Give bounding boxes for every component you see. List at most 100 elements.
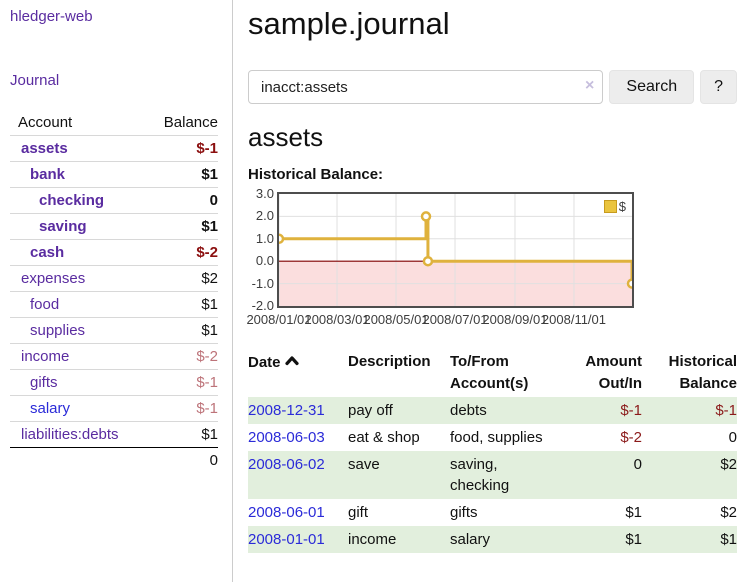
- transaction-accounts: food, supplies: [450, 429, 543, 446]
- transaction-balance: $2: [642, 451, 737, 499]
- account-row: food $1: [10, 291, 218, 318]
- y-axis-tick-label: 1.0: [255, 230, 274, 246]
- help-button[interactable]: ?: [700, 70, 737, 104]
- x-axis-tick-label: 2008/03/01: [304, 312, 370, 327]
- account-link[interactable]: supplies: [30, 322, 86, 339]
- account-row: income $-2: [10, 343, 218, 370]
- legend-label: $: [618, 199, 626, 214]
- account-row: checking 0: [10, 187, 218, 214]
- legend-swatch-icon: [603, 200, 617, 213]
- app-title-link[interactable]: hledger-web: [10, 8, 93, 25]
- transaction-balance: $1: [642, 526, 737, 553]
- account-link[interactable]: cash: [30, 244, 65, 261]
- description-column-header: Description: [348, 353, 431, 370]
- account-link[interactable]: income: [21, 348, 70, 365]
- transaction-date-link[interactable]: 2008-06-02: [248, 456, 325, 473]
- account-row: supplies $1: [10, 317, 218, 344]
- account-row: gifts $-1: [10, 369, 218, 396]
- chart-legend: $: [601, 198, 628, 215]
- account-row: expenses $2: [10, 265, 218, 292]
- search-input[interactable]: [248, 70, 604, 104]
- transaction-amount: $1: [625, 504, 642, 521]
- historical-balance-chart: $ 3.0 2.0 1.0 0.0 -1.0 -2.0 2008/01/01 2008/03/…: [246, 187, 737, 332]
- account-link[interactable]: salary: [30, 400, 71, 417]
- account-link[interactable]: checking: [39, 192, 105, 209]
- transaction-amount: 0: [562, 451, 642, 499]
- search-bar: × Search ?: [248, 70, 737, 104]
- account-heading: assets: [248, 122, 324, 152]
- transaction-description: save: [348, 451, 450, 499]
- account-balance: $1: [201, 296, 218, 313]
- account-link[interactable]: expenses: [21, 270, 86, 287]
- account-balance: $1: [201, 426, 218, 443]
- transaction-amount: $-2: [620, 429, 642, 446]
- y-axis-tick-label: 3.0: [255, 186, 274, 201]
- total-balance: 0: [209, 452, 218, 469]
- account-column-header: Account: [18, 114, 73, 131]
- x-axis-tick-label: 2008/11/01: [541, 312, 607, 327]
- transaction-accounts: gifts: [450, 504, 478, 521]
- page-title: sample.journal: [248, 6, 450, 41]
- transaction-date-link[interactable]: 2008-06-01: [248, 504, 325, 521]
- account-row: saving $1: [10, 213, 218, 240]
- transactions-header-row: Date Description To/From Account(s) Amoun…: [248, 349, 737, 397]
- sidebar: hledger-web Journal Account Balance asse…: [0, 0, 233, 582]
- search-button[interactable]: Search: [609, 70, 695, 104]
- transaction-row: 2008-06-02 save saving, checking 0 $2: [248, 451, 737, 499]
- sort-ascending-icon: [284, 351, 299, 373]
- account-balance: $-1: [196, 374, 218, 391]
- account-row: liabilities:debts $1: [10, 421, 218, 448]
- accounts-column-header: To/From Account(s): [450, 353, 529, 392]
- x-axis-tick-label: 2008/01/01: [246, 312, 312, 327]
- sidebar-item-journal[interactable]: Journal: [10, 72, 60, 89]
- transactions-table: Date Description To/From Account(s) Amoun…: [248, 349, 737, 553]
- date-column-header[interactable]: Date: [248, 349, 348, 397]
- account-link[interactable]: gifts: [30, 374, 58, 391]
- account-row: bank $1: [10, 161, 218, 188]
- transaction-accounts: saving, checking: [450, 451, 562, 499]
- y-axis-tick-label: 2.0: [255, 208, 274, 224]
- account-table-header: Account Balance: [10, 110, 218, 136]
- balance-column-header: Historical Balance: [668, 353, 737, 392]
- account-balance: $2: [201, 270, 218, 287]
- transaction-description: income: [348, 526, 450, 553]
- y-axis-tick-label: -2.0: [251, 298, 274, 313]
- main-content: sample.journal × Search ? assets Histori…: [246, 0, 737, 553]
- y-axis-tick-label: -1.0: [251, 275, 274, 291]
- x-axis-tick-label: 2008/07/01: [422, 312, 488, 327]
- account-balance: $1: [201, 322, 218, 339]
- account-row: salary $-1: [10, 395, 218, 422]
- chart-plot-area[interactable]: $: [277, 192, 634, 308]
- account-balance: $-2: [196, 244, 218, 261]
- transaction-balance: 0: [728, 429, 737, 446]
- account-row: assets $-1: [10, 135, 218, 162]
- account-link[interactable]: assets: [21, 140, 68, 157]
- account-link[interactable]: liabilities:debts: [21, 426, 119, 443]
- transaction-date-link[interactable]: 2008-01-01: [248, 531, 325, 548]
- account-balance: $-2: [196, 348, 218, 365]
- transaction-row: 2008-06-01 gift gifts $1 $2: [248, 499, 737, 526]
- transaction-row: 2008-12-31 pay off debts $-1 $-1: [248, 397, 737, 424]
- transaction-date-link[interactable]: 2008-12-31: [248, 402, 325, 419]
- transaction-description: gift: [348, 504, 369, 521]
- clear-search-icon[interactable]: ×: [585, 77, 595, 94]
- x-axis-tick-label: 2008/05/01: [363, 312, 429, 327]
- account-balance-table: Account Balance assets $-1 bank $1 check…: [10, 110, 218, 473]
- account-link[interactable]: bank: [30, 166, 66, 183]
- balance-column-header: Balance: [163, 114, 218, 131]
- transaction-accounts: salary: [450, 526, 562, 553]
- account-row: cash $-2: [10, 239, 218, 266]
- total-row: 0: [10, 447, 218, 474]
- transaction-description: eat & shop: [348, 429, 420, 446]
- x-axis-tick-label: 2008/09/01: [482, 312, 548, 327]
- account-balance: $1: [201, 166, 218, 183]
- transaction-amount: $1: [562, 526, 642, 553]
- account-link[interactable]: food: [30, 296, 60, 313]
- transaction-balance: $-1: [642, 397, 737, 424]
- transaction-amount: $-1: [562, 397, 642, 424]
- transaction-accounts: debts: [450, 397, 562, 424]
- y-axis-tick-label: 0.0: [255, 253, 274, 269]
- account-link[interactable]: saving: [39, 218, 87, 235]
- transaction-date-link[interactable]: 2008-06-03: [248, 429, 325, 446]
- account-balance: $1: [201, 218, 218, 235]
